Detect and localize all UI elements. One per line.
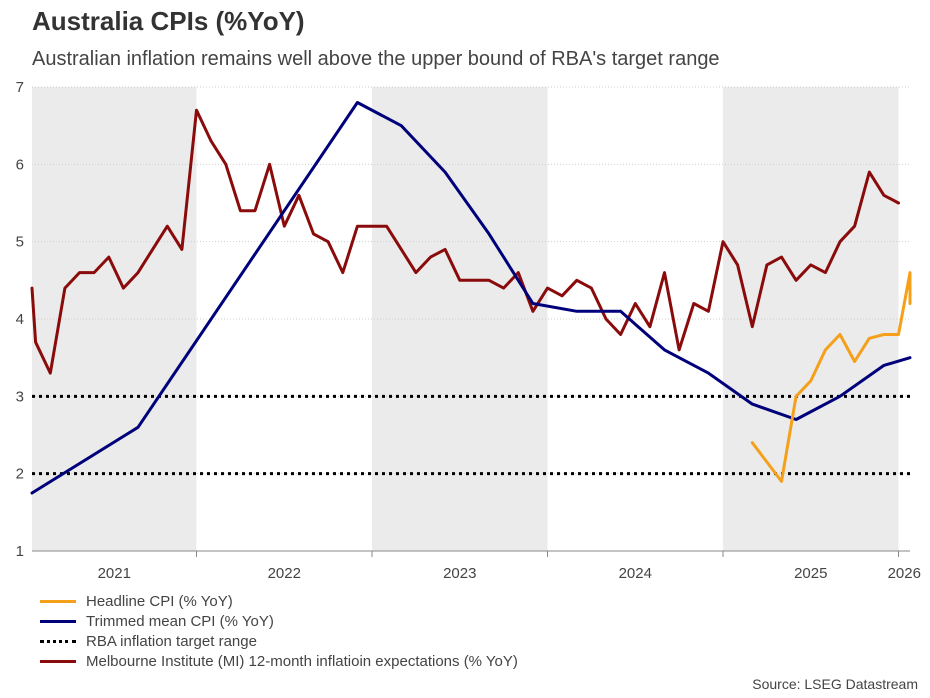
- x-tick-label: 2025: [794, 565, 827, 582]
- y-tick-label: 2: [16, 466, 24, 483]
- legend-label: Trimmed mean CPI (% YoY): [86, 612, 274, 630]
- legend-item-melbourne-institute: Melbourne Institute (MI) 12-month inflat…: [40, 651, 518, 671]
- chart-subtitle: Australian inflation remains well above …: [32, 48, 720, 70]
- legend-label: RBA inflation target range: [86, 632, 257, 650]
- legend: Headline CPI (% YoY) Trimmed mean CPI (%…: [40, 591, 518, 671]
- x-tick-label: 2024: [619, 565, 652, 582]
- y-tick-label: 6: [16, 156, 24, 173]
- legend-label: Headline CPI (% YoY): [86, 592, 233, 610]
- x-tick-label: 2022: [268, 565, 301, 582]
- trimmed-mean-cpi-line: [30, 101, 912, 495]
- legend-item-rba-target: RBA inflation target range: [40, 631, 518, 651]
- y-tick-label: 3: [16, 388, 24, 405]
- y-axis: 1 2 3 4 5 6 7: [16, 79, 24, 560]
- grid-lines: [32, 86, 910, 475]
- chart-title: Australia CPIs (%YoY): [32, 6, 305, 36]
- line-chart: 1 2 3 4 5 6 7 2021 2022 2023 2024 2025 2026: [16, 79, 921, 582]
- y-tick-label: 1: [16, 543, 24, 560]
- series-lines: [30, 101, 912, 495]
- headline-cpi-line: [750, 271, 912, 483]
- legend-swatch: [40, 619, 76, 623]
- legend-swatch: [40, 659, 76, 663]
- x-axis: 2021 2022 2023 2024 2025 2026: [32, 550, 921, 582]
- y-tick-label: 5: [16, 234, 24, 251]
- y-tick-label: 4: [16, 311, 24, 328]
- legend-item-headline: Headline CPI (% YoY): [40, 591, 518, 611]
- legend-swatch: [40, 639, 76, 643]
- x-tick-label: 2021: [98, 565, 131, 582]
- x-tick-label: 2026: [888, 565, 921, 582]
- legend-label: Melbourne Institute (MI) 12-month inflat…: [86, 652, 518, 670]
- legend-swatch: [40, 599, 76, 603]
- mi-expectations-line: [30, 108, 900, 375]
- source-note: Source: LSEG Datastream: [752, 676, 918, 692]
- y-tick-label: 7: [16, 79, 24, 96]
- legend-item-trimmed-mean: Trimmed mean CPI (% YoY): [40, 611, 518, 631]
- x-tick-label: 2023: [443, 565, 476, 582]
